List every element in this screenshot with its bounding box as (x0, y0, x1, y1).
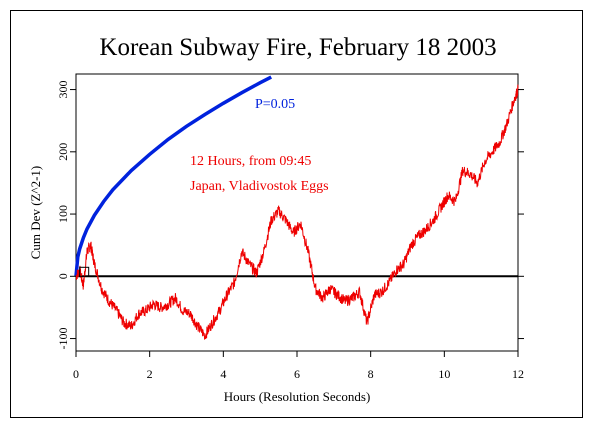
y-axis-label: Cum Dev (Z^2-1) (28, 166, 43, 259)
y-tick-label: 0 (56, 273, 70, 279)
y-axis: -100 0 100 200 300 (56, 81, 524, 350)
x-tick-label: 12 (512, 367, 524, 381)
x-axis: 0 2 4 6 8 10 12 (73, 351, 524, 381)
annotation-duration: 12 Hours, from 09:45 (190, 154, 311, 169)
chart-title: Korean Subway Fire, February 18 2003 (99, 34, 497, 61)
x-tick-label: 10 (438, 367, 450, 381)
p005-series-label: P=0.05 (255, 97, 295, 112)
cumdev-line (75, 84, 519, 340)
p005-envelope-line (74, 75, 272, 277)
x-tick-label: 0 (73, 367, 79, 381)
x-tick-label: 6 (294, 367, 300, 381)
x-tick-label: 4 (220, 367, 226, 381)
y-tick-label: 100 (56, 205, 70, 223)
plot-area (74, 73, 519, 352)
y-tick-label: 200 (56, 143, 70, 161)
chart-frame (10, 10, 583, 418)
x-tick-label: 8 (368, 367, 374, 381)
x-axis-label: Hours (Resolution Seconds) (224, 389, 371, 404)
annotation-source: Japan, Vladivostok Eggs (190, 179, 329, 194)
x-tick-label: 2 (147, 367, 153, 381)
y-tick-label: -100 (56, 328, 70, 350)
start-marker (79, 266, 90, 277)
y-tick-label: 300 (56, 81, 70, 99)
